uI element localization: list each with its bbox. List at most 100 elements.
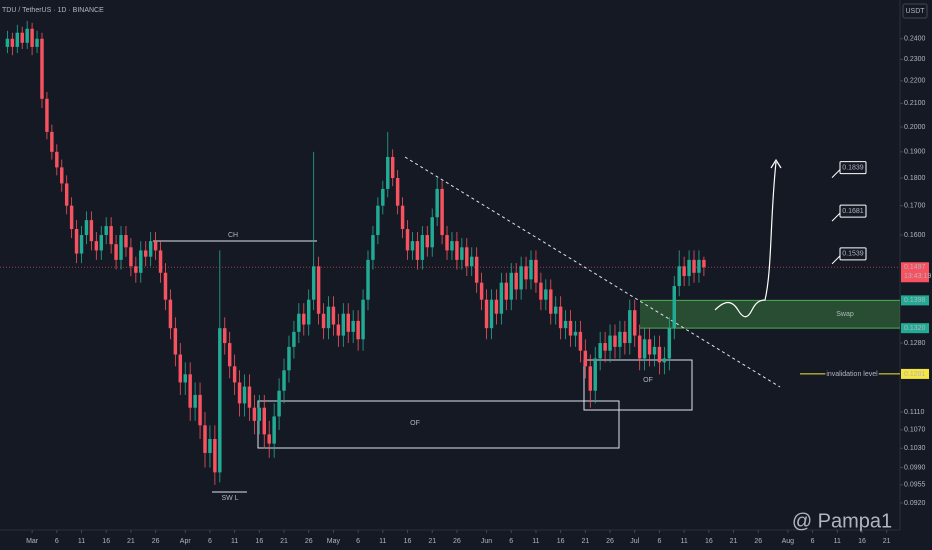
candle-body (568, 320, 573, 336)
x-tick-label: 11 (379, 538, 386, 545)
candle-body (687, 259, 691, 277)
candle-body (114, 244, 118, 260)
candle-body (465, 247, 469, 267)
x-tick-label: 16 (858, 538, 866, 545)
candle-body (553, 306, 558, 314)
candle-body (529, 259, 533, 280)
candle-body (282, 370, 286, 391)
y-tick-label: 0.1110 (904, 409, 924, 416)
candle-body (499, 282, 504, 314)
candle-body (455, 241, 459, 260)
candle-body (544, 289, 548, 300)
projection-arrowhead (770, 158, 782, 169)
candle-body (420, 235, 425, 260)
x-tick-label: 16 (102, 538, 110, 545)
of-box (583, 359, 693, 411)
candle-body (237, 382, 242, 404)
candle-body (45, 98, 49, 132)
candle-body (519, 266, 523, 290)
candle-body (376, 205, 380, 236)
target-box (839, 161, 867, 175)
x-tick-label: Jul (630, 538, 639, 545)
candle-body (306, 299, 311, 325)
x-tick-label: 26 (152, 538, 160, 545)
candle-body (613, 335, 617, 347)
candle-body (55, 151, 59, 168)
projection-path (714, 161, 777, 318)
candle-body (316, 266, 321, 314)
candle-body (608, 335, 612, 351)
candle-body (484, 299, 489, 329)
candle-body (15, 32, 20, 47)
x-tick-label: 26 (305, 538, 313, 545)
candle-body (662, 358, 667, 363)
candle-body (652, 346, 657, 355)
x-tick-label: 21 (581, 538, 589, 545)
candle-body (89, 220, 94, 242)
candle-body (203, 425, 207, 453)
x-tick-label: 11 (532, 538, 539, 545)
x-tick-label: 21 (280, 538, 288, 545)
x-tick-label: Aug (782, 538, 795, 545)
price-label-box (901, 295, 929, 306)
candle-body (400, 205, 405, 230)
zones: Swap invalidation level (0, 266, 900, 379)
candle-body (183, 374, 187, 383)
candle-body (139, 250, 143, 273)
candle-body (272, 416, 276, 444)
candle-body (74, 229, 79, 254)
candle-body (603, 343, 607, 351)
trendline (404, 156, 781, 388)
candle-body (657, 346, 662, 363)
y-tick-label: 0.0955 (904, 482, 926, 489)
x-tick-label: 11 (834, 538, 841, 545)
candle-body (430, 217, 434, 248)
x-tick-label: 11 (78, 538, 85, 545)
candle-body (119, 235, 123, 260)
candle-body (470, 256, 474, 267)
candle-body (188, 374, 192, 408)
candle-body (277, 390, 281, 417)
candle-body (178, 354, 183, 383)
candle-body (232, 366, 237, 383)
candle-body (223, 328, 227, 344)
candle-body (440, 188, 444, 236)
candle-body (153, 241, 158, 251)
candle-body (494, 299, 499, 314)
price-label: 0.1497 (904, 264, 926, 271)
x-tick-label: 16 (557, 538, 565, 545)
candle-body (489, 299, 494, 329)
price-label: 0.1398 (904, 297, 926, 304)
x-tick-label: 11 (231, 538, 238, 545)
swl-label: SW L (221, 495, 238, 502)
candle-body (361, 299, 365, 340)
candle-body (558, 306, 563, 329)
candle-body (341, 313, 346, 336)
candle-body (415, 241, 420, 260)
x-tick-label: May (327, 538, 341, 545)
y-tick-label: 0.2300 (904, 56, 926, 63)
candle-body (69, 205, 74, 230)
candle-body (129, 247, 133, 267)
y-tick-label: 0.1800 (904, 175, 926, 182)
candle-body (158, 250, 163, 273)
candle-body (252, 407, 257, 421)
x-tick-label: Jun (481, 538, 492, 545)
candle-body (390, 156, 395, 179)
x-tick-label: 6 (657, 538, 661, 545)
candle-body (504, 282, 509, 300)
candle-body (99, 235, 103, 251)
y-tick-label: 0.0990 (904, 464, 926, 471)
candle-body (647, 339, 652, 355)
x-tick-label: 21 (883, 538, 891, 545)
x-tick-label: 26 (453, 538, 461, 545)
candle-body (593, 358, 597, 391)
candle-body (321, 313, 326, 329)
candle-body (425, 235, 430, 248)
candle-body (479, 282, 484, 300)
x-tick-label: 6 (356, 538, 360, 545)
candle-body (25, 28, 29, 43)
candle-body (405, 229, 410, 251)
candle-body (534, 259, 538, 283)
